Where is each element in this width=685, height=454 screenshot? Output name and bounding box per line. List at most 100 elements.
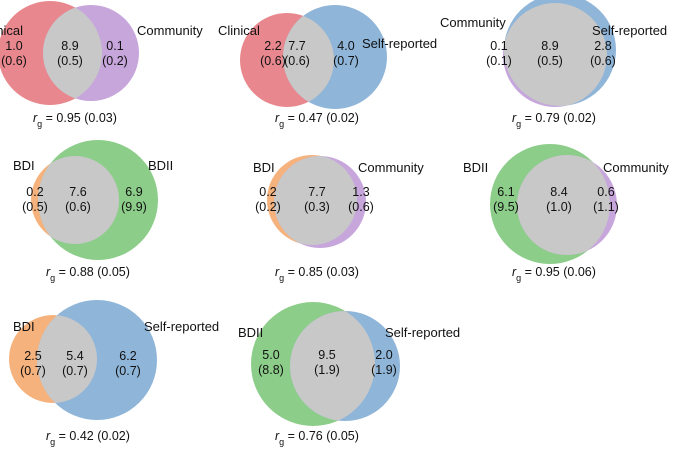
venn-left-label: BDI (13, 319, 35, 334)
venn-genetic-correlation: rg = 0.76 (0.05) (275, 429, 359, 447)
venn-right-value: 0.1 (106, 39, 123, 53)
venn-right-se: (9.9) (121, 200, 147, 214)
rg-subscript: g (516, 273, 521, 283)
venn-center-value: 5.4 (66, 349, 83, 363)
rg-symbol: r (512, 111, 517, 125)
venn-genetic-correlation: rg = 0.42 (0.02) (46, 429, 130, 447)
venn-right-value: 0.6 (597, 185, 614, 199)
venn-overlap (283, 13, 334, 107)
venn-right-label: Self-reported (144, 319, 219, 334)
venn-center-value: 7.7 (308, 185, 325, 199)
venn-overlap (37, 315, 97, 403)
rg-value: = 0.95 (0.06) (521, 265, 596, 279)
rg-symbol: r (46, 265, 51, 279)
venn-genetic-correlation: rg = 0.88 (0.05) (46, 265, 130, 283)
venn-right-value: 2.0 (375, 348, 392, 362)
rg-subscript: g (279, 119, 284, 129)
venn-right-value: 6.2 (119, 349, 136, 363)
rg-subscript: g (50, 437, 55, 447)
venn-center-se: (0.6) (284, 54, 310, 68)
venn-left-se: (0.7) (20, 364, 46, 378)
venn-genetic-correlation: rg = 0.85 (0.03) (275, 265, 359, 283)
venn-center-value: 9.5 (318, 348, 335, 362)
rg-symbol: r (512, 265, 517, 279)
venn-panel-bdii-self-reported: BDII Self-reported 5.0 (8.8) 9.5 (1.9) 2… (238, 302, 460, 447)
venn-right-value: 1.3 (352, 185, 369, 199)
venn-center-value: 8.9 (541, 39, 558, 53)
venn-center-se: (1.0) (546, 200, 572, 214)
venn-left-value: 5.0 (262, 348, 279, 362)
rg-value: = 0.79 (0.02) (521, 111, 596, 125)
venn-center-se: (0.5) (57, 54, 83, 68)
venn-center-se: (1.9) (314, 363, 340, 377)
venn-left-se: (0.5) (22, 200, 48, 214)
rg-subscript: g (279, 273, 284, 283)
venn-right-value: 6.9 (125, 185, 142, 199)
venn-left-value: 0.2 (26, 185, 43, 199)
rg-symbol: r (275, 111, 280, 125)
venn-overlap (43, 5, 102, 101)
venn-left-se: (0.6) (1, 54, 27, 68)
venn-overlap (504, 3, 607, 106)
venn-left-value: 2.2 (264, 39, 281, 53)
venn-left-se: (0.1) (486, 54, 512, 68)
venn-left-label: BDI (253, 160, 275, 175)
venn-overlap (274, 156, 357, 245)
venn-right-label: Self-reported (385, 325, 460, 340)
venn-right-se: (0.2) (102, 54, 128, 68)
rg-symbol: r (33, 111, 38, 125)
venn-center-value: 8.9 (61, 39, 78, 53)
venn-left-value: 0.2 (259, 185, 276, 199)
venn-genetic-correlation: rg = 0.95 (0.03) (33, 111, 117, 129)
rg-subscript: g (279, 437, 284, 447)
venn-panel-community-self-reported: Community Self-reported 0.1 (0.1) 8.9 (0… (440, 0, 667, 129)
venn-right-value: 2.8 (594, 39, 611, 53)
venn-left-label: Community (440, 15, 506, 30)
venn-right-se: (0.6) (348, 200, 374, 214)
venn-left-label: BDII (463, 160, 488, 175)
rg-value: = 0.76 (0.05) (284, 429, 359, 443)
venn-genetic-correlation: rg = 0.95 (0.06) (512, 265, 596, 283)
venn-right-se: (0.7) (115, 364, 141, 378)
venn-left-value: 2.5 (24, 349, 41, 363)
venn-left-se: (0.6) (260, 54, 286, 68)
rg-symbol: r (46, 429, 51, 443)
venn-center-se: (0.5) (537, 54, 563, 68)
venn-left-se: (0.2) (255, 200, 281, 214)
venn-left-value: 0.1 (490, 39, 507, 53)
rg-symbol: r (275, 265, 280, 279)
rg-subscript: g (516, 119, 521, 129)
venn-panel-bdi-community: BDI Community 0.2 (0.2) 7.7 (0.3) 1.3 (0… (253, 155, 424, 283)
venn-right-se: (1.9) (371, 363, 397, 377)
venn-center-value: 8.4 (550, 185, 567, 199)
venn-left-value: 1.0 (5, 39, 22, 53)
venn-right-label: Community (603, 160, 669, 175)
venn-panel-bdi-bdii: BDI BDII 0.2 (0.5) 7.6 (0.6) 6.9 (9.9) r… (13, 140, 173, 283)
venn-left-se: (9.5) (493, 200, 519, 214)
venn-center-se: (0.3) (304, 200, 330, 214)
venn-left-label: Clinical (218, 23, 260, 38)
venn-right-label: Community (358, 160, 424, 175)
venn-left-label: BDI (13, 158, 35, 173)
venn-center-se: (0.6) (65, 200, 91, 214)
rg-subscript: g (50, 273, 55, 283)
venn-left-se: (8.8) (258, 363, 284, 377)
venn-center-se: (0.7) (62, 364, 88, 378)
rg-subscript: g (37, 119, 42, 129)
venn-overlap (517, 155, 610, 255)
rg-value: = 0.42 (0.02) (55, 429, 130, 443)
venn-right-value: 4.0 (337, 39, 354, 53)
venn-right-se: (1.1) (593, 200, 619, 214)
venn-right-label: Self-reported (362, 36, 437, 51)
venn-right-label: BDII (148, 158, 173, 173)
venn-left-label: BDII (238, 325, 263, 340)
venn-genetic-correlation: rg = 0.47 (0.02) (275, 111, 359, 129)
rg-value: = 0.47 (0.02) (284, 111, 359, 125)
venn-right-label: Community (137, 23, 203, 38)
rg-symbol: r (275, 429, 280, 443)
rg-value: = 0.85 (0.03) (284, 265, 359, 279)
venn-genetic-correlation: rg = 0.79 (0.02) (512, 111, 596, 129)
rg-value: = 0.95 (0.03) (42, 111, 117, 125)
